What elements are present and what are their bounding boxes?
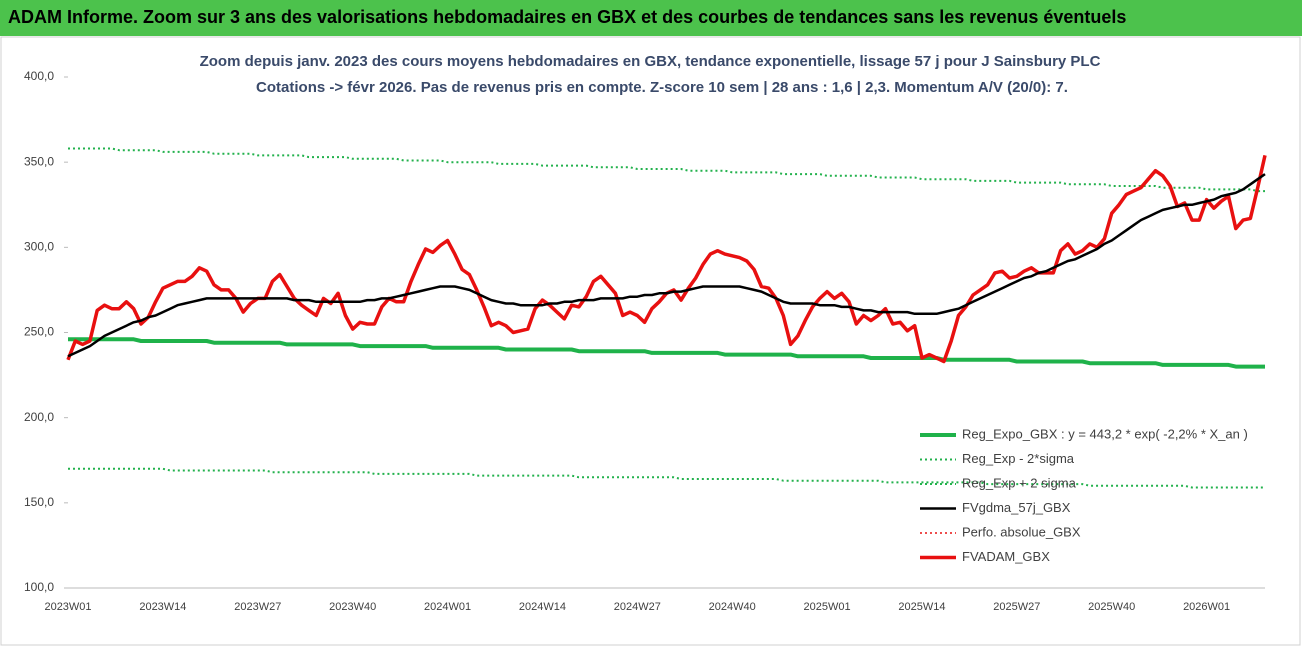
legend-label: Perfo. absolue_GBX xyxy=(962,524,1081,539)
chart-title: ADAM Informe. Zoom sur 3 ans des valoris… xyxy=(8,7,1126,27)
y-tick-label: 150,0 xyxy=(24,495,54,509)
y-tick-label: 200,0 xyxy=(24,410,54,424)
x-tick-label: 2024W14 xyxy=(519,601,566,613)
chart-frame xyxy=(0,36,1301,646)
x-tick-label: 2025W14 xyxy=(898,601,945,613)
x-tick-label: 2025W27 xyxy=(993,601,1040,613)
y-tick-label: 250,0 xyxy=(24,325,54,339)
series-line xyxy=(68,147,1265,193)
y-tick-label: 350,0 xyxy=(24,154,54,168)
subtitle: Cotations -> févr 2026. Pas de revenus p… xyxy=(256,79,1068,96)
x-tick-label: 2023W01 xyxy=(44,601,91,613)
series-line xyxy=(67,155,1266,363)
subtitle: Zoom depuis janv. 2023 des cours moyens … xyxy=(200,53,1101,70)
y-tick-label: 100,0 xyxy=(24,580,54,594)
legend-label: Reg_Exp - 2*sigma xyxy=(962,451,1075,466)
legend-label: Reg_Exp + 2 sigma xyxy=(962,475,1077,490)
legend-label: FVgdma_57j_GBX xyxy=(962,500,1071,515)
y-tick-label: 400,0 xyxy=(24,69,54,83)
series-line xyxy=(68,337,1265,369)
x-tick-label: 2024W27 xyxy=(614,601,661,613)
legend-label: Reg_Expo_GBX : y = 443,2 * exp( -2,2% * … xyxy=(962,426,1248,441)
y-tick-label: 300,0 xyxy=(24,240,54,254)
x-tick-label: 2023W40 xyxy=(329,601,376,613)
series-line xyxy=(66,155,1267,364)
legend-label: FVADAM_GBX xyxy=(962,549,1050,564)
x-tick-label: 2025W01 xyxy=(804,601,851,613)
x-tick-label: 2023W27 xyxy=(234,601,281,613)
x-tick-label: 2023W14 xyxy=(139,601,186,613)
x-tick-label: 2025W40 xyxy=(1088,601,1135,613)
series-line xyxy=(68,467,1265,489)
series-line xyxy=(67,173,1266,358)
x-tick-label: 2026W01 xyxy=(1183,601,1230,613)
header-bar xyxy=(0,0,1302,36)
x-tick-label: 2024W40 xyxy=(709,601,756,613)
x-tick-label: 2024W01 xyxy=(424,601,471,613)
